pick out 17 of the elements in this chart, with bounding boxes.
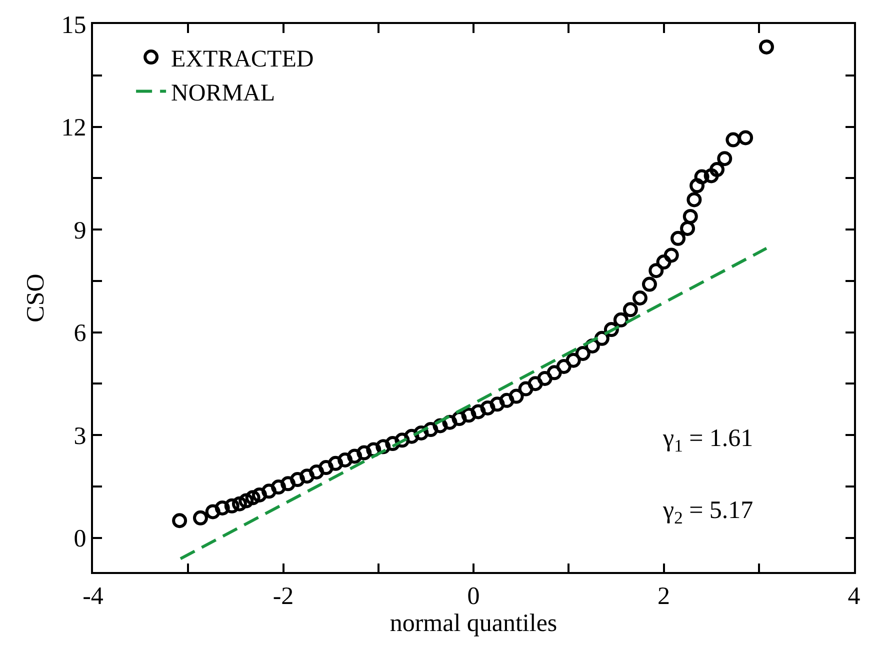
x-tick-label: -4	[82, 582, 104, 610]
y-tick-label: 6	[74, 320, 86, 347]
x-axis-title: normal quantiles	[390, 610, 558, 637]
y-tick-label: 12	[61, 114, 86, 142]
y-tick-label: 15	[61, 12, 86, 39]
y-tick-label: 0	[74, 526, 86, 552]
y-tick-label: 9	[74, 217, 86, 244]
legend-label: NORMAL	[171, 80, 276, 107]
y-axis-title: CSO	[22, 274, 50, 322]
annotation: γ$_{2}$ = 5.17	[662, 497, 754, 528]
annotation: γ$_{1}$ = 1.61	[662, 425, 754, 456]
y-tick-label: 3	[74, 422, 86, 450]
x-tick-label: -2	[272, 582, 294, 610]
x-tick-label: 2	[658, 582, 670, 610]
x-tick-label: 4	[848, 582, 861, 610]
x-tick-label: 0	[467, 582, 480, 610]
legend-label: EXTRACTED	[171, 46, 314, 72]
